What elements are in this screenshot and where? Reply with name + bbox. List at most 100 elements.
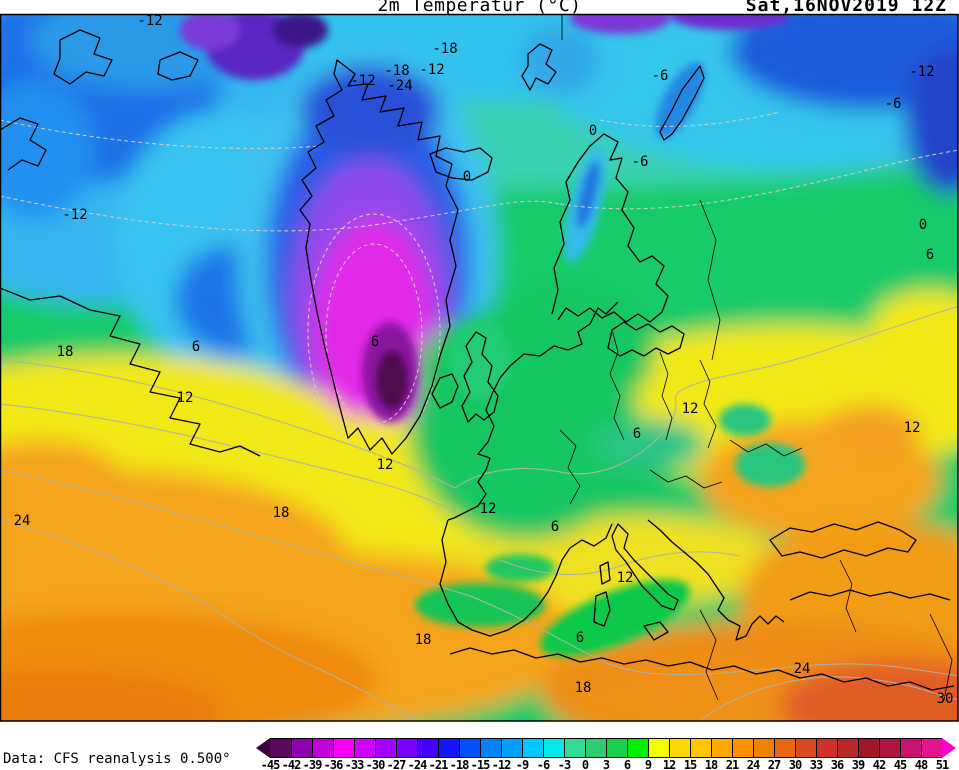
contour-value-label: 6 (371, 334, 379, 350)
scale-tick-label: -24 (407, 758, 428, 770)
contour-value-label: -6 (632, 154, 649, 170)
contour-value-label: -12 (62, 207, 87, 223)
contour-value-label: 0 (919, 217, 927, 233)
scale-segment (543, 739, 564, 757)
scale-tick-label: -30 (365, 758, 386, 770)
scale-segment (333, 739, 354, 757)
map-border (0, 13, 959, 722)
scale-tick-label: 45 (893, 758, 907, 770)
colorbar-segments (270, 738, 942, 758)
scale-tick-label: -15 (470, 758, 491, 770)
contour-value-label: 12 (904, 420, 921, 436)
scale-segment (627, 739, 648, 757)
scale-segment (774, 739, 795, 757)
contour-value-label: 12 (682, 401, 699, 417)
labrador-coast (1, 117, 47, 171)
scale-tick-label: 48 (914, 758, 928, 770)
scale-left-arrow-icon (256, 738, 270, 758)
scale-segment (438, 739, 459, 757)
contour-value-label: 12 (377, 457, 394, 473)
scale-segment (921, 739, 942, 757)
scandinavia-coast (551, 133, 669, 323)
arctic-island2-coast (157, 51, 199, 81)
scale-segment (480, 739, 501, 757)
coastlines (1, 29, 955, 691)
contour-value-label: 18 (57, 344, 74, 360)
scale-segment (396, 739, 417, 757)
scale-segment (270, 739, 291, 757)
scale-tick-label: 42 (872, 758, 886, 770)
contour-value-label: 6 (192, 339, 200, 355)
contour-value-label: -6 (885, 96, 902, 112)
contour-value-label: 0 (589, 123, 597, 139)
scale-segment (753, 739, 774, 757)
scale-tick-label: 36 (830, 758, 844, 770)
scale-tick-label: -18 (449, 758, 470, 770)
svalbard-coast (521, 43, 557, 91)
scale-tick-label: -21 (428, 758, 449, 770)
scale-segment (375, 739, 396, 757)
scale-tick-label: -6 (536, 758, 550, 770)
contour-value-label: 12 (177, 390, 194, 406)
contour-value-label: 30 (937, 691, 954, 707)
scale-tick-label: 21 (725, 758, 739, 770)
scale-segment (900, 739, 921, 757)
contour-value-label: 12 (617, 570, 634, 586)
scale-segment (291, 739, 312, 757)
contour-value-label: 6 (576, 630, 584, 646)
iceland-coast (429, 147, 493, 181)
scale-tick-label: 15 (683, 758, 697, 770)
scale-tick-label: 6 (623, 758, 631, 770)
contour-value-label: -12 (909, 64, 934, 80)
scale-tick-label: 18 (704, 758, 718, 770)
scale-segment (837, 739, 858, 757)
temperature-scale-bar (256, 738, 956, 758)
scale-segment (564, 739, 585, 757)
scale-segment (312, 739, 333, 757)
contour-value-label: 24 (14, 513, 31, 529)
scale-tick-label: 33 (809, 758, 823, 770)
black-sea-coast (769, 521, 917, 559)
west-europe-coast (447, 301, 619, 521)
credits-data-source: Data: CFS reanalysis 0.500° (3, 751, 231, 767)
scale-segment (606, 739, 627, 757)
sardinia-coast (593, 591, 611, 627)
contour-value-label: 6 (551, 519, 559, 535)
scale-tick-label: 27 (767, 758, 781, 770)
scale-tick-label: 30 (788, 758, 802, 770)
scale-segment (711, 739, 732, 757)
country-borders (559, 14, 953, 701)
contour-value-label: -12 (419, 62, 444, 78)
scale-tick-label: -9 (515, 758, 529, 770)
scale-segment (690, 739, 711, 757)
scale-tick-label: 39 (851, 758, 865, 770)
ireland-coast (431, 373, 459, 409)
scale-segment (732, 739, 753, 757)
scale-segment (858, 739, 879, 757)
scale-tick-label: 9 (644, 758, 652, 770)
baltic-coast (607, 321, 685, 357)
italy-coast (611, 523, 679, 611)
contour-lines (1, 305, 958, 721)
scale-tick-label: -12 (491, 758, 512, 770)
scale-segment (501, 739, 522, 757)
temperature-scale: -45 -42 -39 -36 -33 -30 -27 -24 -21 -18 -15 -12 -9 -6… (256, 738, 956, 770)
canada-coast (1, 287, 261, 457)
scale-tick-label: -39 (302, 758, 323, 770)
contour-value-label: 24 (794, 661, 811, 677)
scale-segment (585, 739, 606, 757)
scale-tick-label: -27 (386, 758, 407, 770)
contour-value-label: 12 (480, 501, 497, 517)
scale-segment (669, 739, 690, 757)
contour-value-label: -18 (432, 41, 457, 57)
contour-value-label: -12 (137, 13, 162, 29)
scale-tick-label: 51 (935, 758, 949, 770)
scale-segment (879, 739, 900, 757)
scale-right-arrow-icon (942, 738, 956, 758)
contour-value-label: -6 (652, 68, 669, 84)
scale-segment (417, 739, 438, 757)
scale-tick-label: -3 (557, 758, 571, 770)
